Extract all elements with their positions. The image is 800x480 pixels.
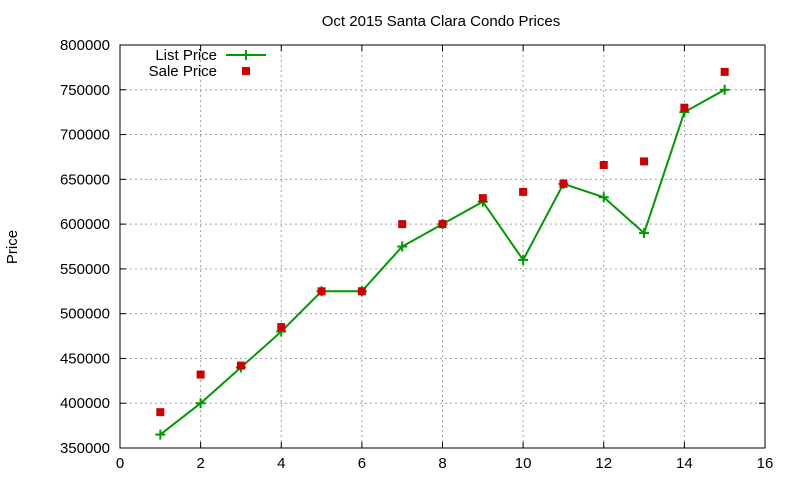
y-tick-label: 350000 [60, 440, 110, 457]
y-tick-label: 800000 [60, 37, 110, 54]
sale-price-point [680, 103, 689, 112]
y-tick-label: 550000 [60, 261, 110, 278]
sale-price-point [398, 220, 407, 229]
y-tick-label: 700000 [60, 127, 110, 144]
sale-price-point [196, 370, 205, 379]
sale-price-point [438, 220, 447, 229]
x-tick-label: 6 [358, 455, 366, 472]
y-tick-label: 450000 [60, 350, 110, 367]
y-axis-label: Price [4, 230, 21, 264]
x-tick-label: 12 [595, 455, 612, 472]
y-tick-label: 500000 [60, 306, 110, 323]
legend-square-marker [242, 67, 250, 75]
legend-swatch-sale-price [242, 67, 250, 75]
sale-price-point [720, 67, 729, 76]
x-tick-label: 8 [438, 455, 446, 472]
y-tick-label: 400000 [60, 395, 110, 412]
legend-label-sale-price: Sale Price [149, 63, 217, 80]
sale-price-point [277, 323, 286, 332]
legend-label-list-price: List Price [155, 47, 217, 64]
list-price-point [155, 429, 166, 440]
list-price-point [639, 228, 650, 239]
grid [120, 45, 765, 448]
legend-plus-marker [241, 50, 251, 60]
list-price-point [719, 84, 730, 95]
x-tick-label: 14 [676, 455, 693, 472]
legend: List Price Sale Price [149, 47, 266, 80]
sale-price-point [640, 157, 649, 166]
x-tick-label: 2 [196, 455, 204, 472]
sale-price-point [478, 194, 487, 203]
sale-price-point [236, 361, 245, 370]
sale-price-point [156, 408, 165, 417]
series [155, 67, 730, 440]
chart-title: Oct 2015 Santa Clara Condo Prices [322, 13, 560, 30]
list-price-point [397, 241, 408, 252]
y-tick-label: 750000 [60, 82, 110, 99]
x-tick-label: 16 [757, 455, 774, 472]
sale-price-point [357, 287, 366, 296]
sale-price-point [317, 287, 326, 296]
x-tick-label: 0 [116, 455, 124, 472]
x-tick-label: 10 [515, 455, 532, 472]
y-tick-label: 600000 [60, 216, 110, 233]
list-price-point [195, 398, 206, 409]
x-tick-label: 4 [277, 455, 285, 472]
axis-ticks: 0 2 4 6 8 10 12 14 16 350000 400000 450000 500000 550… [60, 37, 773, 472]
legend-swatch-list-price [226, 50, 266, 60]
list-price-point [598, 192, 609, 203]
list-price-point [518, 254, 529, 265]
sale-price-point [519, 187, 528, 196]
y-tick-label: 650000 [60, 171, 110, 188]
sale-price-point [599, 161, 608, 170]
sale-price-point [559, 179, 568, 188]
